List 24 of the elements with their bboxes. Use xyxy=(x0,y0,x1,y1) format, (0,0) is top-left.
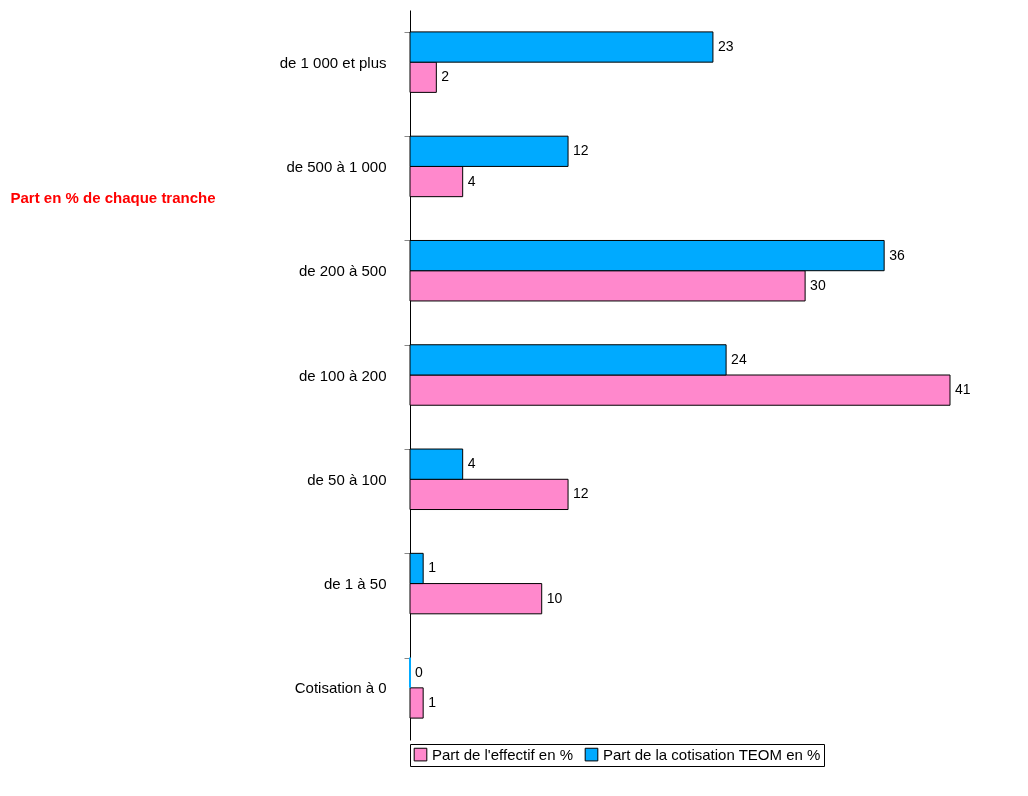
data-label: 12 xyxy=(573,142,589,159)
y-tick-label: de 500 à 1 000 xyxy=(286,157,387,175)
data-label: 4 xyxy=(467,455,476,472)
data-label: 4 xyxy=(467,172,476,189)
data-label: 23 xyxy=(717,38,734,55)
data-label: 24 xyxy=(731,350,747,367)
y-tick-label: de 50 à 100 xyxy=(307,470,387,488)
y-tick-label: de 200 à 500 xyxy=(298,262,387,280)
data-label: 41 xyxy=(955,381,971,398)
data-label: 1 xyxy=(428,693,437,710)
y-axis-title: Part en % de chaque tranche xyxy=(10,188,216,206)
data-label: 36 xyxy=(889,246,905,263)
y-tick-label: Cotisation à 0 xyxy=(294,679,387,697)
data-label: 30 xyxy=(810,276,826,293)
data-label: 10 xyxy=(546,589,563,606)
y-tick-label: de 1 à 50 xyxy=(323,575,387,593)
data-label: 0 xyxy=(415,663,423,680)
legend-label: Part de la cotisation TEOM en % xyxy=(603,745,821,763)
data-label: 1 xyxy=(428,559,437,576)
data-label: 12 xyxy=(573,485,589,502)
data-label: 2 xyxy=(441,68,450,85)
legend-label: Part de l'effectif en % xyxy=(432,745,573,763)
y-tick-label: de 100 à 200 xyxy=(298,366,387,384)
y-tick-label: de 1 000 et plus xyxy=(279,53,387,71)
